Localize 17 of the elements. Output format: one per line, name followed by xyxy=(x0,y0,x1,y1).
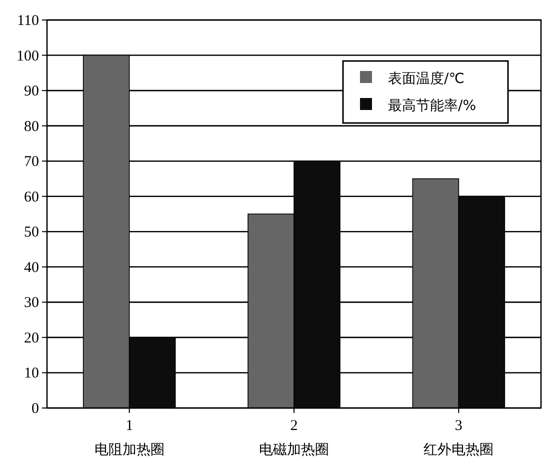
y-tick-label: 10 xyxy=(24,366,39,382)
y-tick-label: 110 xyxy=(17,13,39,29)
y-tick-label: 80 xyxy=(24,118,39,135)
y-tick-label: 70 xyxy=(24,154,39,170)
y-tick-label: 30 xyxy=(24,295,39,312)
x-tick-label: 2 电磁加热圈 xyxy=(259,418,329,458)
y-tick-label: 40 xyxy=(24,260,39,276)
y-tick-label: 20 xyxy=(24,330,39,346)
y-tick-label: 50 xyxy=(24,224,39,241)
y-tick-label: 90 xyxy=(24,84,39,100)
y-tick-label: 60 xyxy=(24,189,39,206)
legend-label: 表面温度/℃ xyxy=(388,71,464,87)
legend-label: 最高节能率/% xyxy=(388,98,476,114)
x-tick-label: 3 红外电热圈 xyxy=(424,418,494,458)
y-tick-label: 0 xyxy=(32,401,39,417)
y-tick-label: 100 xyxy=(16,48,39,64)
x-tick-label: 1 电阻加热圈 xyxy=(94,418,164,458)
